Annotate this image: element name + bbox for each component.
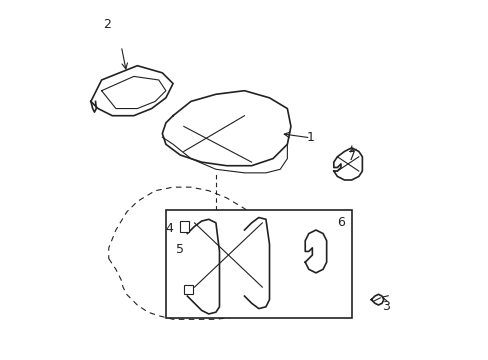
Text: 7: 7	[347, 150, 355, 163]
Text: 6: 6	[336, 216, 344, 229]
Bar	[183, 285, 192, 294]
Text: 2: 2	[103, 18, 111, 31]
Bar	[165, 210, 351, 318]
Text: 3: 3	[381, 300, 389, 313]
Text: 4: 4	[165, 222, 173, 235]
Bar	[180, 221, 189, 232]
Text: 5: 5	[176, 243, 184, 256]
Text: 1: 1	[306, 131, 314, 144]
